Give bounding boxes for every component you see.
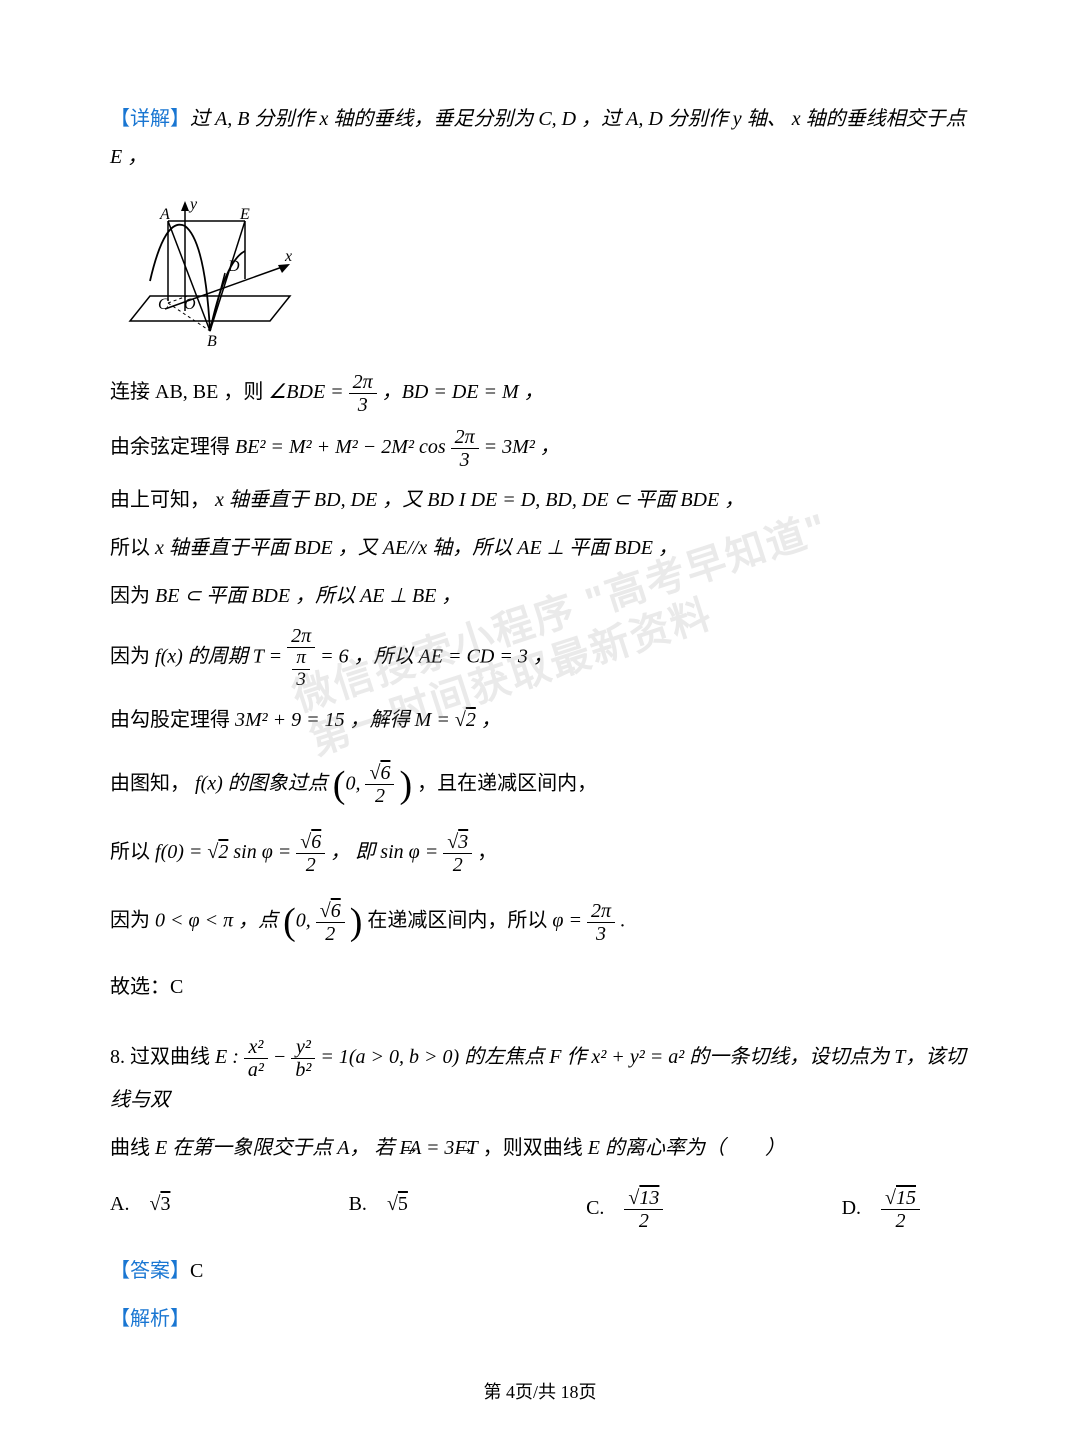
perp2-b: x 轴垂直于平面 BDE ，又 AE//x 轴，所以 AE ⊥ 平面 BDE ，	[155, 537, 678, 559]
perp2-a: 所以	[110, 537, 155, 559]
f0-b: f(0) = √2 sin φ =	[155, 841, 296, 863]
q8-t4: ，则双曲线	[483, 1137, 588, 1159]
line1-text: 过 A, B 分别作 x 轴的垂线，垂足分别为 C, D ，过 A, D 分别作…	[110, 108, 966, 168]
connect-line: 连接 AB, BE ，则 ∠BDE = 2π3 ，BD = DE = M ，	[110, 371, 970, 416]
svg-text:E: E	[239, 206, 250, 223]
period-b: f(x) 的周期 T =	[155, 645, 287, 667]
conclusion: 故选：C	[110, 976, 183, 998]
q8-E3: E 的离心率为（ ）	[588, 1137, 785, 1159]
analysis-label: 【解析】	[110, 1308, 190, 1330]
svg-text:O: O	[184, 296, 196, 313]
page-footer: 第 4页/共 18页	[110, 1378, 970, 1404]
answer-label: 【答案】	[110, 1260, 190, 1282]
paren-r-2: )	[350, 901, 363, 943]
frac-sqrt6-2-c: √62	[316, 900, 345, 945]
pyth-a: 由勾股定理得	[110, 709, 235, 731]
perp-line-3: 因为 BE ⊂ 平面 BDE ，所以 AE ⊥ BE ，	[110, 577, 970, 615]
cosine-result: = 3M² ，	[484, 436, 560, 458]
option-c: C. √132	[586, 1187, 663, 1232]
frac-2pi3-2: 2π3	[451, 426, 479, 471]
detail-line: 【详解】过 A, B 分别作 x 轴的垂线，垂足分别为 C, D ，过 A, D…	[110, 100, 970, 176]
frac-sqrt6-2-b: √62	[296, 831, 325, 876]
f0-c: ， 即 sin φ =	[330, 841, 443, 863]
svg-text:B: B	[207, 333, 217, 350]
paren-r-1: )	[399, 764, 412, 806]
phi-a: 因为	[110, 910, 155, 932]
analysis-line: 【解析】	[110, 1300, 970, 1338]
frac-sqrt6-2-a: √62	[365, 762, 394, 807]
answer-val: C	[190, 1260, 203, 1282]
perp3-b: BE ⊂ 平面 BDE ，所以 AE ⊥ BE ，	[155, 585, 461, 607]
q8-t3: 曲线	[110, 1137, 155, 1159]
paren-l-2: (	[283, 901, 296, 943]
phi-d: φ =	[552, 910, 587, 932]
option-a: A. √3	[110, 1187, 170, 1232]
answer-line: 【答案】C	[110, 1252, 970, 1290]
graph-a: 由图知，	[110, 772, 195, 794]
option-b: B. √5	[349, 1187, 408, 1232]
svg-text:y: y	[188, 196, 198, 213]
cosine-eq: BE² = M² + M² − 2M² cos	[235, 436, 451, 458]
conclusion-line: 故选：C	[110, 968, 970, 1006]
q8-E: E :	[215, 1046, 244, 1068]
frac-2pi3-3: 2π3	[587, 900, 615, 945]
option-d: D. √152	[842, 1187, 920, 1232]
options-row: A. √3 B. √5 C. √132 D. √152	[110, 1187, 970, 1232]
bd-de-m: ，BD = DE = M ，	[382, 381, 544, 403]
f0-a: 所以	[110, 841, 155, 863]
point-2: 0,	[296, 910, 316, 932]
pyth-b: 3M² + 9 = 15 ，解得 M = √2 ，	[235, 709, 501, 731]
f0-line: 所以 f(0) = √2 sin φ = √62 ， 即 sin φ = √32…	[110, 831, 970, 876]
cosine-label: 由余弦定理得	[110, 436, 230, 458]
q8-E2: E 在第一象限交于点 A， 若	[155, 1137, 399, 1159]
cosine-line: 由余弦定理得 BE² = M² + M² − 2M² cos 2π3 = 3M²…	[110, 426, 970, 471]
perp-line-1: 由上可知， x 轴垂直于 BD, DE ，又 BD I DE = D, BD, …	[110, 481, 970, 519]
paren-l-1: (	[333, 764, 346, 806]
frac-2pi3-1: 2π3	[349, 371, 377, 416]
phi-e: .	[620, 910, 625, 932]
graph-line: 由图知， f(x) 的图象过点 (0, √62 ) ，且在递减区间内，	[110, 749, 970, 821]
f0-d: ，	[477, 841, 497, 863]
angle-eq: ∠BDE =	[268, 381, 348, 403]
period-line: 因为 f(x) 的周期 T = 2ππ3 = 6 ，所以 AE = CD = 3…	[110, 625, 970, 691]
q8-vec: →FA = 3→FT	[399, 1137, 477, 1159]
perp3-a: 因为	[110, 585, 155, 607]
svg-text:C: C	[158, 296, 169, 313]
q8-num: 8.	[110, 1046, 130, 1068]
svg-text:A: A	[159, 206, 170, 223]
q8-minus: −	[273, 1046, 292, 1068]
perp-line-2: 所以 x 轴垂直于平面 BDE ，又 AE//x 轴，所以 AE ⊥ 平面 BD…	[110, 529, 970, 567]
geometry-figure: y A E D x C O B	[110, 191, 970, 356]
frac-y2b2: y²b²	[291, 1036, 315, 1081]
frac-T: 2ππ3	[287, 625, 315, 691]
frac-sqrt3-2: √32	[443, 831, 472, 876]
q8-t1: 过双曲线	[130, 1046, 215, 1068]
connect-text: 连接 AB, BE ，则	[110, 381, 263, 403]
point-1: 0,	[345, 772, 365, 794]
frac-x2a2: x²a²	[244, 1036, 268, 1081]
pythagoras-line: 由勾股定理得 3M² + 9 = 15 ，解得 M = √2 ，	[110, 701, 970, 739]
page-container: 微信搜索小程序 "高考早知道" 第一时间获取最新资料 【详解】过 A, B 分别…	[0, 0, 1080, 1454]
svg-text:x: x	[284, 248, 292, 265]
svg-text:D: D	[227, 258, 240, 275]
graph-c: ，且在递减区间内，	[417, 772, 597, 794]
q8-line2: 曲线 E 在第一象限交于点 A， 若 →FA = 3→FT ，则双曲线 E 的离…	[110, 1129, 970, 1167]
q8-line1: 8. 过双曲线 E : x²a² − y²b² = 1(a > 0, b > 0…	[110, 1036, 970, 1119]
graph-b: f(x) 的图象过点	[195, 772, 333, 794]
phi-c: 在递减区间内，所以	[367, 910, 552, 932]
phi-b: 0 < φ < π ，点	[155, 910, 283, 932]
perp1-a: 由上可知，	[110, 489, 215, 511]
period-a: 因为	[110, 645, 155, 667]
period-c: = 6 ，所以 AE = CD = 3 ，	[320, 645, 553, 667]
detail-label: 【详解】	[110, 108, 190, 130]
perp1-b: x 轴垂直于 BD, DE ，又 BD I DE = D, BD, DE ⊂ 平…	[215, 489, 744, 511]
phi-line: 因为 0 < φ < π ，点 (0, √62 ) 在递减区间内，所以 φ = …	[110, 886, 970, 958]
